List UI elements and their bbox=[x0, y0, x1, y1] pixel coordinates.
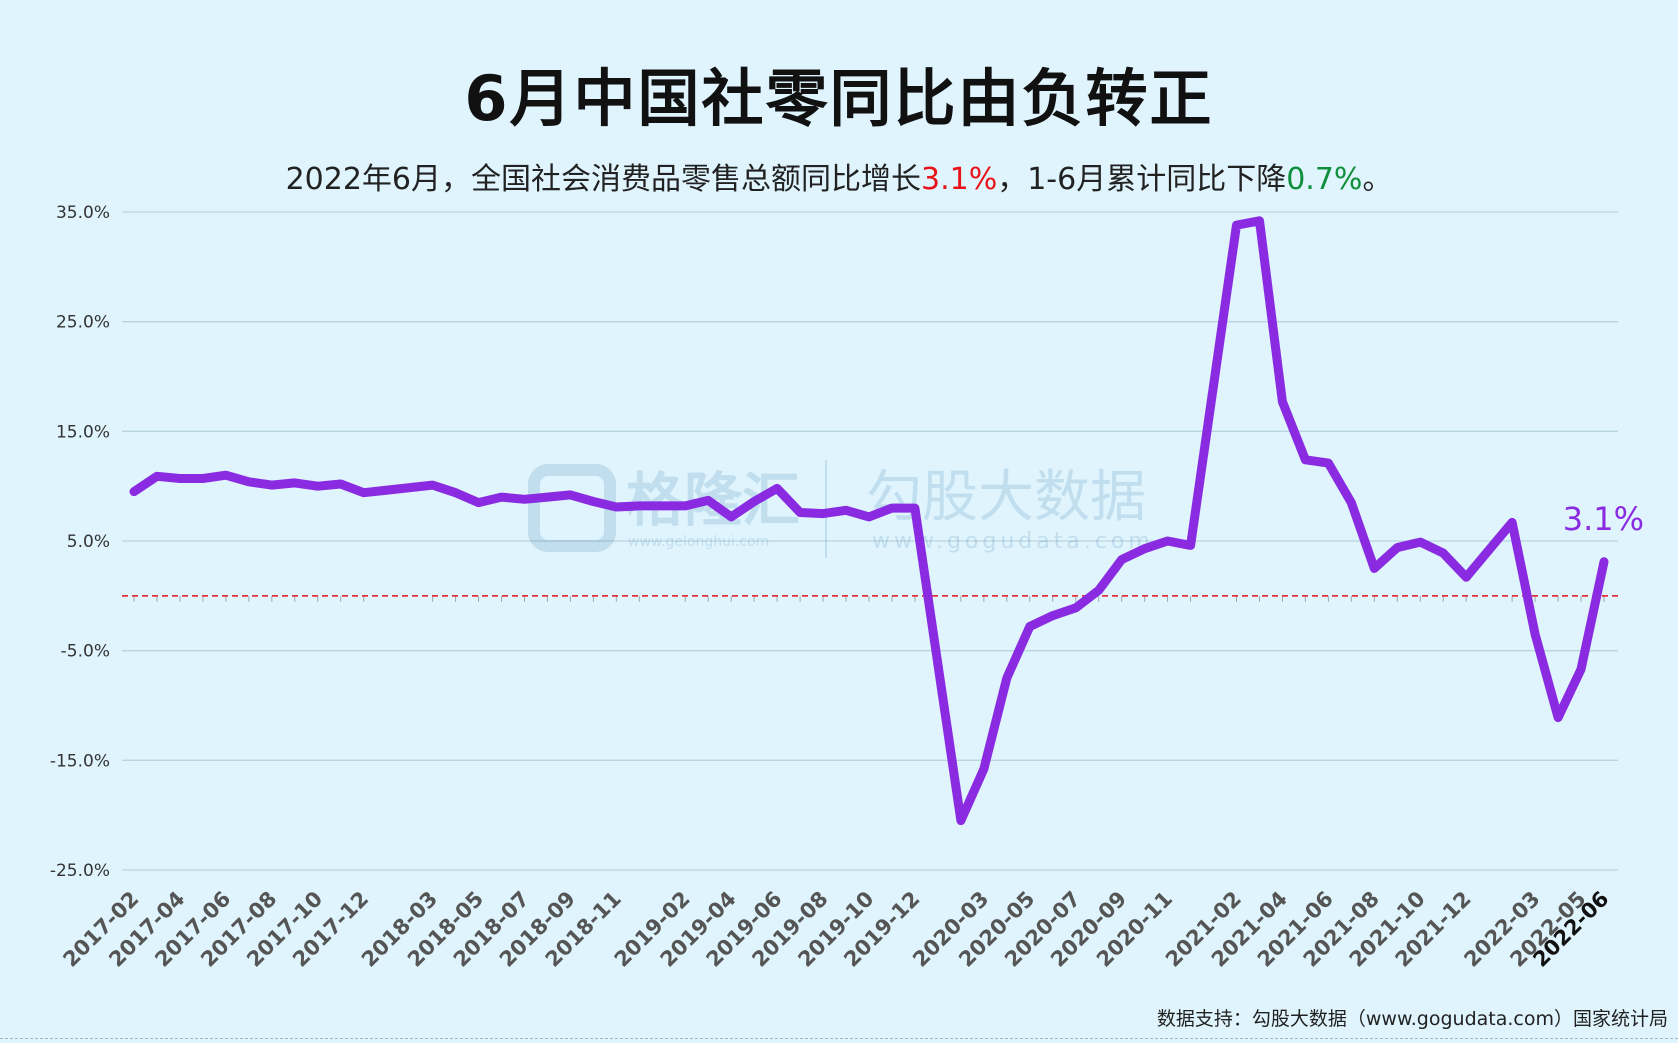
annotation-layer: 3.1% bbox=[1563, 500, 1644, 538]
series-line-retail-sales-yoy bbox=[129, 216, 1609, 826]
y-tick-label: 5.0% bbox=[67, 532, 110, 552]
watermark-brand2: 勾股大数据 bbox=[866, 465, 1146, 530]
y-tick-label: 25.0% bbox=[56, 313, 110, 333]
chart-subtitle: 2022年6月，全国社会消费品零售总额同比增长3.1%，1-6月累计同比下降0.… bbox=[0, 154, 1678, 198]
bottom-divider bbox=[0, 1038, 1678, 1039]
subtitle-value-monthly: 3.1% bbox=[921, 162, 998, 197]
grid-layer: 35.0% 25.0% 15.0% 5.0% -5.0% -15.0% -25.0% bbox=[50, 203, 1618, 881]
annotation-label: 3.1% bbox=[1563, 500, 1644, 538]
y-tick-label: -25.0% bbox=[50, 861, 110, 881]
watermark-logo-icon bbox=[528, 464, 616, 552]
watermark-brand1-url: www.gelonghui.com bbox=[628, 534, 769, 550]
source-note: 数据支持：勾股大数据（www.gogudata.com）国家统计局 bbox=[1156, 1008, 1668, 1030]
subtitle-prefix: 2022年6月，全国社会消费品零售总额同比增长 bbox=[285, 162, 921, 197]
y-tick-label: 15.0% bbox=[56, 422, 110, 442]
subtitle-value-cumulative: 0.7% bbox=[1286, 162, 1363, 197]
chart-title: 6月中国社零同比由负转正 bbox=[464, 62, 1214, 135]
subtitle-suffix: 。 bbox=[1362, 162, 1393, 197]
watermark: 格隆汇 www.gelonghui.com 勾股大数据 www.gogudata… bbox=[528, 460, 1150, 558]
y-tick-label: 35.0% bbox=[56, 203, 110, 223]
y-tick-label: -15.0% bbox=[50, 751, 110, 771]
axis-layer: 2017-022017-042017-062017-082017-102017-… bbox=[58, 595, 1614, 972]
subtitle-middle: ，1-6月累计同比下降 bbox=[997, 162, 1287, 197]
y-tick-label: -5.0% bbox=[61, 642, 110, 662]
